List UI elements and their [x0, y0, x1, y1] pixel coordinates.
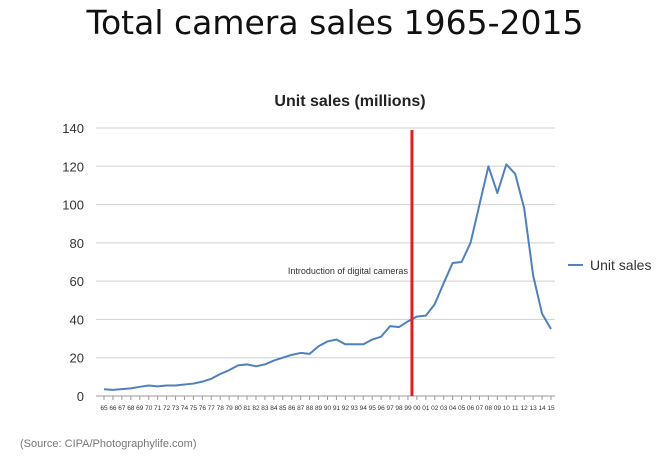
x-tick-label: 74: [181, 405, 189, 412]
y-tick-label: 80: [70, 236, 84, 251]
x-tick-label: 70: [145, 405, 153, 412]
x-tick-label: 93: [351, 405, 359, 412]
x-tick-label: 69: [136, 405, 144, 412]
y-tick-label: 20: [70, 351, 84, 366]
source-note: (Source: CIPA/Photographylife.com): [20, 438, 197, 450]
x-tick-label: 06: [467, 405, 475, 412]
x-tick-label: 78: [217, 405, 225, 412]
x-tick-label: 01: [422, 405, 430, 412]
gridlines: [96, 127, 555, 359]
x-tick-label: 97: [386, 405, 394, 412]
x-tick-label: 95: [369, 405, 377, 412]
x-tick-label: 10: [503, 405, 511, 412]
x-tick-label: 89: [315, 405, 323, 412]
x-tick-label: 85: [279, 405, 287, 412]
x-tick-label: 80: [234, 405, 242, 412]
x-tick-label: 96: [378, 405, 386, 412]
y-tick-label: 120: [62, 159, 84, 174]
x-tick-label: 88: [306, 405, 314, 412]
y-tick-label: 0: [77, 389, 84, 404]
x-tick-label: 76: [199, 405, 207, 412]
x-tick-label: 65: [100, 405, 108, 412]
x-tick-label: 98: [395, 405, 403, 412]
x-tick-label: 12: [521, 405, 529, 412]
x-tick-label: 75: [190, 405, 198, 412]
x-tick-label: 68: [127, 405, 135, 412]
legend-label: Unit sales: [590, 257, 651, 273]
x-tick-label: 07: [476, 405, 484, 412]
x-tick-label: 08: [485, 405, 493, 412]
y-tick-label: 60: [70, 274, 84, 289]
x-tick-label: 72: [163, 405, 171, 412]
x-tick-label: 86: [288, 405, 296, 412]
y-tick-label: 40: [70, 312, 84, 327]
x-tick-label: 09: [494, 405, 502, 412]
x-tick-label: 82: [252, 405, 260, 412]
digital-cameras-annotation: Introduction of digital cameras: [288, 266, 409, 276]
y-tick-label: 140: [62, 121, 84, 136]
x-tick-label: 11: [512, 405, 519, 412]
x-tick-label: 14: [538, 405, 546, 412]
y-tick-label: 100: [62, 198, 84, 213]
chart-title: Unit sales (millions): [274, 93, 425, 110]
x-tick-label: 73: [172, 405, 180, 412]
x-axis-ticks: 65 66 67 68 69 70 71 72 73 74 75 76 77 78 79 80 81 82 83 84…: [100, 396, 555, 412]
x-tick-label: 03: [440, 405, 448, 412]
x-tick-label: 92: [342, 405, 350, 412]
x-tick-label: 04: [449, 405, 457, 412]
x-tick-label: 00: [413, 405, 421, 412]
x-tick-label: 79: [226, 405, 234, 412]
x-tick-label: 66: [109, 405, 117, 412]
x-tick-label: 94: [360, 405, 368, 412]
y-axis-ticks: 0 20 40 60 80 100 120 140: [62, 121, 84, 404]
x-tick-label: 81: [243, 405, 251, 412]
x-tick-label: 13: [530, 405, 538, 412]
x-tick-label: 15: [547, 405, 555, 412]
legend: Unit sales: [568, 257, 651, 273]
x-tick-label: 71: [154, 405, 162, 412]
unit-sales-line: [103, 163, 552, 391]
x-tick-label: 77: [208, 405, 216, 412]
x-tick-label: 05: [458, 405, 466, 412]
x-tick-label: 91: [333, 405, 341, 412]
page-title: Total camera sales 1965-2015: [86, 3, 584, 42]
x-tick-label: 02: [431, 405, 439, 412]
x-tick-label: 90: [324, 405, 332, 412]
x-tick-label: 87: [297, 405, 305, 412]
x-tick-label: 84: [270, 405, 278, 412]
x-tick-label: 83: [261, 405, 269, 412]
x-tick-label: 67: [118, 405, 126, 412]
x-tick-label: 99: [404, 405, 412, 412]
